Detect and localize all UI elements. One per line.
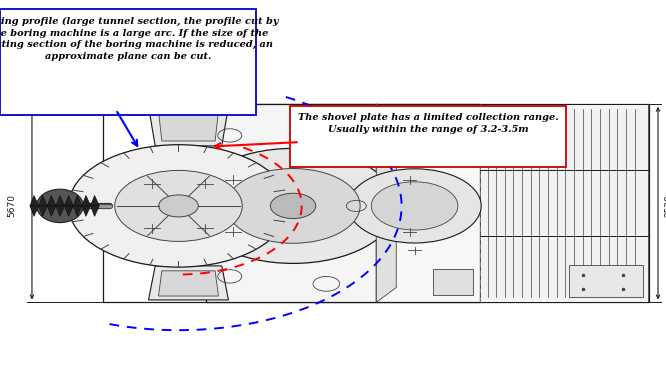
Polygon shape — [73, 206, 82, 216]
Circle shape — [371, 182, 458, 230]
Circle shape — [190, 148, 396, 263]
Polygon shape — [149, 266, 228, 300]
FancyBboxPatch shape — [0, 9, 256, 115]
Bar — [103, 104, 649, 302]
Polygon shape — [65, 206, 73, 216]
Text: The shovel plate has a limited collection range.
Usually within the range of 3.2: The shovel plate has a limited collectio… — [298, 113, 558, 134]
Text: Cutting profile (large tunnel section, the profile cut by
the boring machine is : Cutting profile (large tunnel section, t… — [0, 17, 279, 61]
Bar — [206, 104, 288, 302]
Ellipse shape — [37, 189, 83, 223]
Polygon shape — [65, 196, 73, 206]
Polygon shape — [30, 206, 39, 216]
Bar — [480, 236, 648, 302]
Polygon shape — [149, 106, 228, 146]
Polygon shape — [159, 111, 218, 141]
Polygon shape — [73, 196, 82, 206]
Polygon shape — [56, 206, 65, 216]
Polygon shape — [39, 196, 47, 206]
Circle shape — [115, 170, 242, 242]
Polygon shape — [82, 206, 91, 216]
Polygon shape — [82, 196, 91, 206]
Bar — [433, 269, 473, 295]
Circle shape — [69, 145, 288, 267]
Polygon shape — [47, 206, 56, 216]
Polygon shape — [159, 271, 218, 296]
Bar — [203, 176, 292, 191]
Text: 5670: 5670 — [7, 194, 17, 217]
Bar — [206, 104, 376, 302]
Circle shape — [270, 193, 316, 219]
Bar — [569, 265, 643, 297]
Polygon shape — [56, 196, 65, 206]
Bar — [376, 104, 480, 302]
Circle shape — [159, 195, 198, 217]
Circle shape — [348, 169, 481, 243]
Polygon shape — [30, 196, 39, 206]
FancyBboxPatch shape — [290, 106, 566, 167]
Bar — [480, 104, 648, 170]
Text: 2520: 2520 — [665, 194, 666, 217]
Polygon shape — [91, 196, 99, 206]
Bar — [203, 206, 292, 221]
Polygon shape — [47, 196, 56, 206]
Polygon shape — [376, 104, 396, 302]
Polygon shape — [91, 206, 99, 216]
Circle shape — [226, 168, 360, 243]
Polygon shape — [39, 206, 47, 216]
Bar — [480, 170, 648, 236]
